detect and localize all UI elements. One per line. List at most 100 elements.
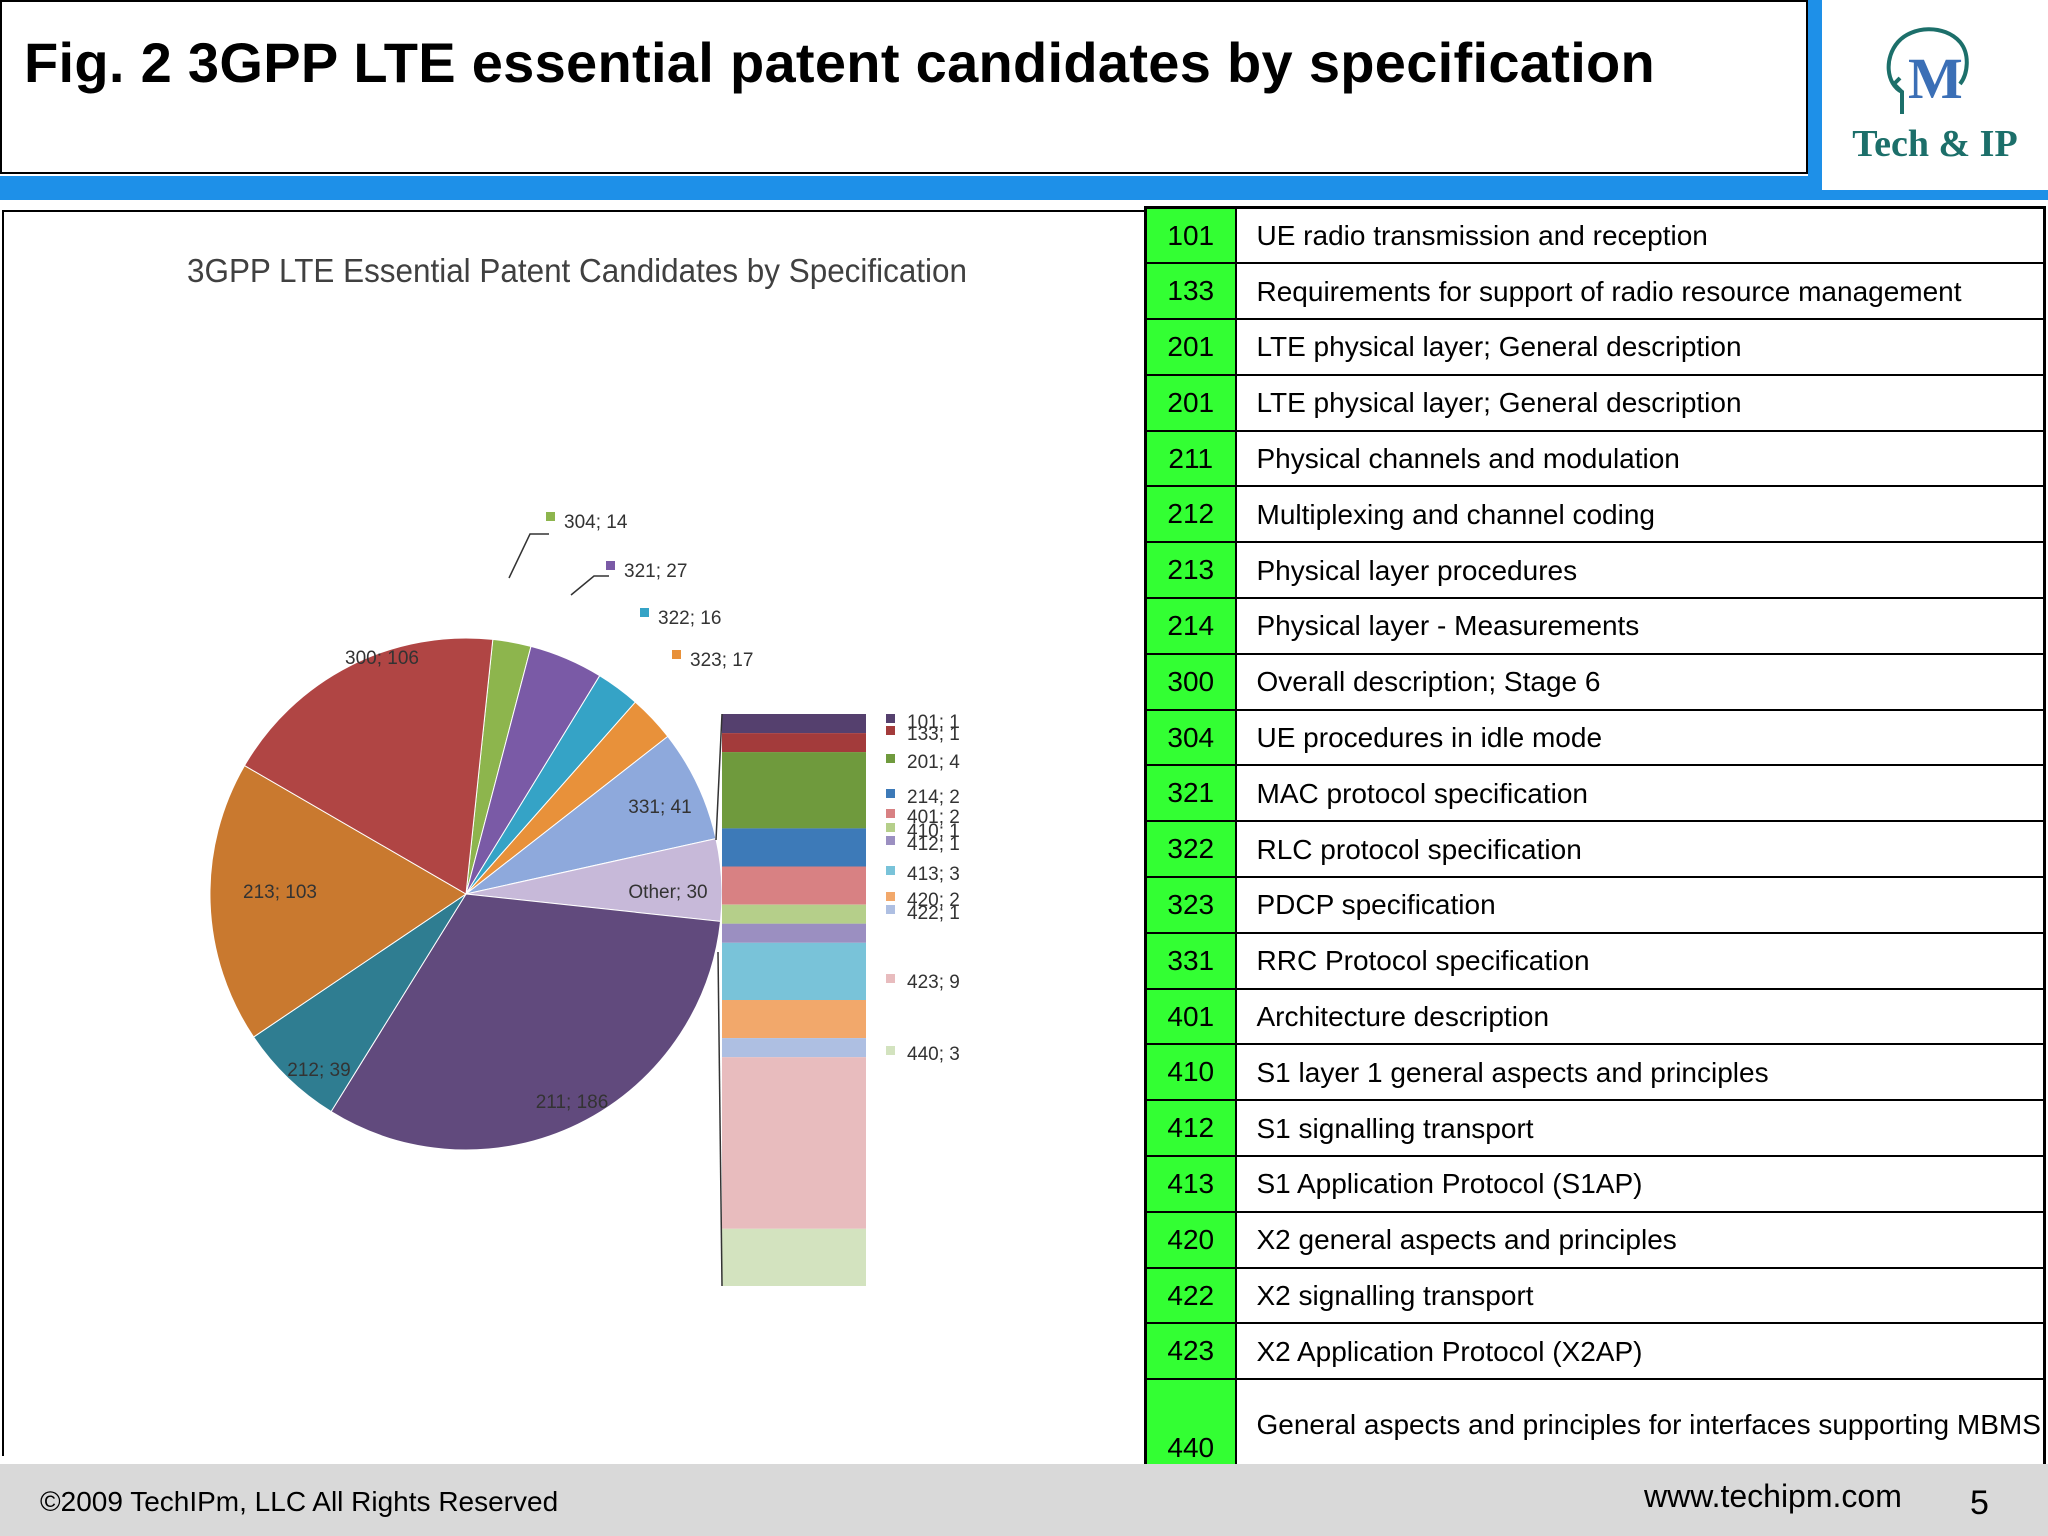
stack-segment <box>722 866 866 905</box>
legend-swatch <box>886 836 895 845</box>
data-label: 213; 103 <box>243 882 317 903</box>
data-label: 321; 27 <box>624 561 687 582</box>
spec-desc-cell: X2 signalling transport <box>1234 1266 2046 1325</box>
data-label: 440; 3 <box>907 1044 960 1065</box>
spec-code-cell: 213 <box>1144 541 1237 600</box>
table-row: 300 Overall description; Stage 6 <box>1144 652 2046 711</box>
spec-desc-cell: S1 signalling transport <box>1234 1099 2046 1158</box>
data-label: 101; 1 <box>907 712 960 733</box>
table-row: 410 S1 layer 1 general aspects and princi… <box>1144 1043 2046 1102</box>
data-label: 201; 4 <box>907 752 960 773</box>
header-band <box>0 176 2048 200</box>
pie-slice <box>330 893 722 1151</box>
table-row: 413 S1 Application Protocol (S1AP) <box>1144 1155 2046 1213</box>
spec-desc-cell: LTE physical layer; General description <box>1234 373 2046 432</box>
spec-desc-cell: X2 Application Protocol (X2AP) <box>1234 1322 2046 1381</box>
legend-swatch <box>886 974 895 983</box>
data-label: 133; 1 <box>907 724 960 745</box>
data-label: 410; 1 <box>907 821 960 842</box>
stack-segment <box>722 1228 866 1286</box>
spec-desc-cell: RLC protocol specification <box>1234 820 2046 879</box>
chart-frame: 3GPP LTE Essential Patent Candidates by … <box>2 210 1148 1456</box>
table-row: 211 Physical channels and modulation <box>1144 429 2046 488</box>
footer-copyright: ©2009 TechIPm, LLC All Rights Reserved <box>40 1486 559 1517</box>
spec-code-cell: 101 <box>1144 206 1237 265</box>
svg-text:M: M <box>1908 46 1963 111</box>
data-label: 413; 3 <box>907 864 960 885</box>
pie-slice <box>252 893 467 1113</box>
spec-desc-cell: UE procedures in idle mode <box>1234 708 2046 767</box>
spec-desc-cell: S1 layer 1 general aspects and principle… <box>1234 1043 2046 1102</box>
spec-desc-cell: Requirements for support of radio resour… <box>1234 262 2046 321</box>
spec-desc-cell: MAC protocol specification <box>1234 764 2046 823</box>
spec-desc-cell: General aspects and principles for inter… <box>1234 1378 2046 1473</box>
table-row: 331 RRC Protocol specification <box>1144 931 2046 990</box>
legend-swatch <box>640 608 649 617</box>
table-row: 133 Requirements for support of radio res… <box>1144 262 2046 321</box>
table-row: 201 LTE physical layer; General descripti… <box>1144 373 2046 432</box>
spec-code-cell: 322 <box>1144 820 1237 879</box>
spec-code-cell: 412 <box>1144 1099 1237 1158</box>
legend-swatch <box>886 809 895 818</box>
chart-title: 3GPP LTE Essential Patent Candidates by … <box>187 252 967 289</box>
data-label: 420; 2 <box>907 890 960 911</box>
table-row: 101 UE radio transmission and reception <box>1144 206 2046 265</box>
data-label: 300; 106 <box>345 648 419 669</box>
spec-code-cell: 423 <box>1144 1322 1237 1381</box>
table-row: 304 UE procedures in idle mode <box>1144 708 2046 767</box>
leader-line <box>570 575 609 596</box>
pie-slice <box>209 764 467 1038</box>
table-row: 213 Physical layer procedures <box>1144 541 2046 600</box>
legend-swatch <box>886 823 895 832</box>
title-accent-bar <box>1808 0 1822 190</box>
table-row: 322 RLC protocol specification <box>1144 820 2046 879</box>
spec-code-cell: 413 <box>1144 1155 1237 1213</box>
spec-code-cell: 331 <box>1144 931 1237 990</box>
page-number: 5 <box>1970 1484 1989 1522</box>
table-row: 323 PDCP specification <box>1144 876 2046 934</box>
data-label: 214; 2 <box>907 787 960 808</box>
spec-code-cell: 133 <box>1144 262 1237 321</box>
spec-desc-cell: PDCP specification <box>1234 876 2046 934</box>
footer-url: www.techipm.com <box>1644 1478 1902 1514</box>
spec-code-cell: 300 <box>1144 652 1237 711</box>
spec-code-cell: 304 <box>1144 708 1237 767</box>
stack-segment <box>722 714 866 734</box>
data-label: 401; 2 <box>907 807 960 828</box>
spec-desc-cell: Physical layer - Measurements <box>1234 597 2046 655</box>
data-label: 422; 1 <box>907 903 960 924</box>
table-row: 212 Multiplexing and channel coding <box>1144 485 2046 544</box>
pie-slice <box>243 637 494 895</box>
table-row: 423 X2 Application Protocol (X2AP) <box>1144 1322 2046 1381</box>
spec-code-cell: 420 <box>1144 1210 1237 1269</box>
legend-swatch <box>886 905 895 914</box>
data-label: 412; 1 <box>907 834 960 855</box>
data-label: 322; 16 <box>658 608 721 629</box>
connector-line <box>717 951 723 1287</box>
spec-code-cell: 211 <box>1144 429 1237 488</box>
data-label: Other; 30 <box>628 882 707 903</box>
legend-swatch <box>886 1046 895 1055</box>
legend-swatch <box>886 789 895 798</box>
data-label: 423; 9 <box>907 972 960 993</box>
connector-line <box>715 713 723 841</box>
spec-code-cell: 410 <box>1144 1043 1237 1102</box>
table-row: 412 S1 signalling transport <box>1144 1099 2046 1158</box>
spec-code-cell: 201 <box>1144 318 1237 376</box>
table-row: 201 LTE physical layer; General descripti… <box>1144 318 2046 376</box>
spec-code-cell: 440 <box>1144 1378 1237 1473</box>
spec-desc-cell: RRC Protocol specification <box>1234 931 2046 990</box>
spec-desc-cell: UE radio transmission and reception <box>1234 206 2046 265</box>
stack-segment <box>722 828 866 867</box>
pie-slice <box>465 735 717 895</box>
stack-segment <box>722 1038 866 1058</box>
spec-desc-cell: S1 Application Protocol (S1AP) <box>1234 1155 2046 1213</box>
spec-desc-cell: X2 general aspects and principles <box>1234 1210 2046 1269</box>
stack-segment <box>722 942 866 1000</box>
data-label: 212; 39 <box>287 1060 350 1081</box>
logo-head-icon: M <box>1886 27 1969 114</box>
stack-segment <box>722 904 866 924</box>
spec-code-cell: 401 <box>1144 987 1237 1046</box>
legend-swatch <box>886 714 895 723</box>
stack-segment <box>722 923 866 943</box>
